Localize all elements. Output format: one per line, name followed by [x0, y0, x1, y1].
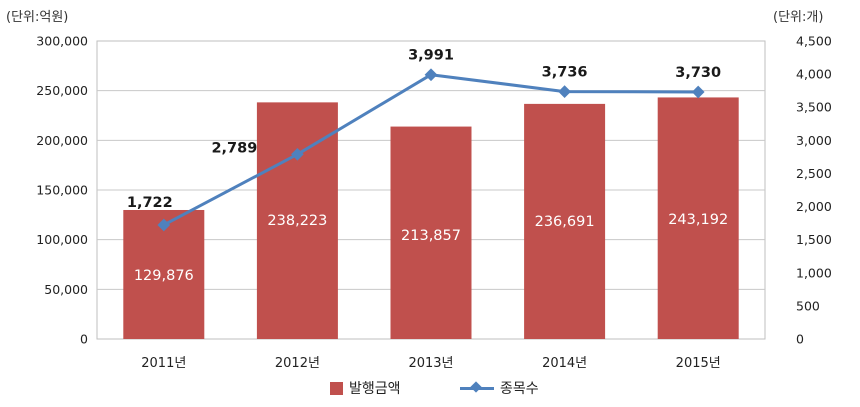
legend-line-label: 종목수 [500, 381, 539, 397]
legend-item-line: 종목수 [460, 378, 539, 398]
left-axis-tick-label: 50,000 [44, 282, 88, 297]
left-axis-tick-label: 0 [80, 332, 88, 347]
right-axis-tick-label: 3,000 [796, 133, 832, 148]
right-axis-tick-label: 500 [796, 298, 820, 313]
bar-data-label: 238,223 [267, 213, 327, 229]
line-point [291, 147, 304, 161]
bar-data-label: 213,857 [401, 228, 461, 244]
right-axis-tick-label: 4,500 [796, 34, 832, 49]
bar-data-label: 129,876 [134, 268, 194, 284]
legend-bar-label: 발행금액 [349, 381, 401, 397]
right-axis-unit-label: (단위:개) [773, 10, 824, 25]
legend-bar-swatch [330, 381, 343, 395]
legend-item-bar: 발행금액 [330, 378, 401, 398]
line-point [558, 85, 571, 98]
right-axis-tick-label: 3,500 [796, 100, 832, 115]
line-point [691, 85, 705, 99]
bar [256, 102, 338, 340]
line-data-label: 3,730 [675, 65, 721, 81]
category-tick-label: 2012년 [275, 356, 320, 371]
line-point [424, 68, 438, 82]
right-axis-tick-label: 4,000 [796, 67, 832, 82]
left-axis-tick-label: 300,000 [36, 34, 88, 49]
right-axis-tick-label: 1,500 [796, 232, 832, 247]
right-axis-tick-label: 1,000 [796, 265, 832, 280]
category-tick-label: 2013년 [408, 356, 453, 371]
category-tick-label: 2014년 [542, 356, 587, 371]
right-axis-tick-label: 2,000 [796, 199, 832, 214]
bar [657, 97, 739, 339]
category-tick-label: 2011년 [141, 356, 186, 371]
right-axis-tick-label: 0 [796, 332, 804, 347]
left-axis-tick-label: 150,000 [36, 183, 88, 198]
bar [390, 126, 472, 339]
right-axis-tick-label: 2,500 [796, 166, 832, 181]
bar-data-label: 236,691 [535, 214, 595, 230]
left-axis-tick-label: 250,000 [36, 83, 88, 98]
bar [123, 209, 205, 339]
category-tick-label: 2015년 [676, 356, 721, 371]
line-data-label: 3,736 [542, 65, 588, 81]
line-point [157, 218, 171, 232]
legend-line-marker [460, 381, 494, 395]
left-axis-tick-label: 200,000 [36, 133, 88, 148]
left-axis-tick-label: 100,000 [36, 232, 88, 247]
left-axis-unit-label: (단위:억원) [6, 10, 69, 25]
bar-data-label: 243,192 [668, 212, 728, 228]
line-data-label: 3,991 [408, 48, 454, 64]
line-data-label: 2,789 [211, 140, 257, 156]
bar [524, 103, 606, 340]
line-data-label: 1,722 [127, 195, 173, 211]
